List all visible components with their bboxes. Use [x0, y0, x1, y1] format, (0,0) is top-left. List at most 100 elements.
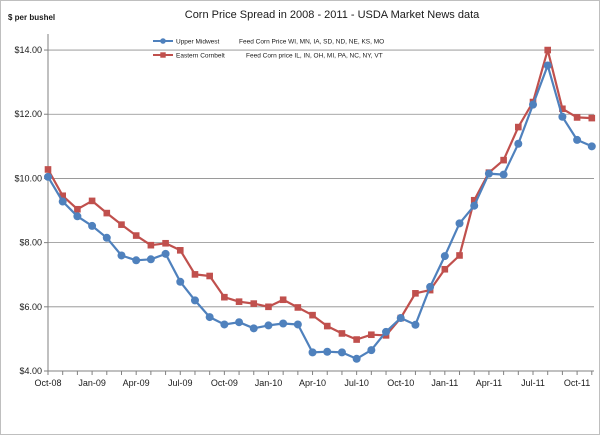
y-tick-label: $12.00 [14, 109, 42, 119]
data-point-upper-midwest [323, 347, 332, 356]
data-point-upper-midwest [58, 197, 67, 206]
data-point-eastern-cornbelt [441, 265, 449, 273]
x-tick-label: Jan-09 [78, 378, 106, 388]
data-point-eastern-cornbelt [456, 252, 463, 259]
data-point-eastern-cornbelt [368, 331, 375, 339]
x-tick-label: Jul-10 [344, 378, 369, 388]
y-tick-label: $14.00 [14, 45, 42, 55]
x-tick-label: Apr-11 [476, 378, 502, 388]
x-tick-label: Jan-11 [431, 378, 458, 388]
data-point-eastern-cornbelt [470, 196, 478, 204]
data-point-upper-midwest [308, 348, 317, 357]
y-axis-label: $ per bushel [8, 13, 55, 22]
data-point-upper-midwest [220, 320, 229, 329]
data-point-upper-midwest [514, 139, 523, 148]
data-point-upper-midwest [132, 256, 141, 265]
data-point-upper-midwest [426, 282, 435, 291]
data-point-upper-midwest [573, 135, 582, 144]
data-point-eastern-cornbelt [412, 290, 419, 297]
data-point-eastern-cornbelt [191, 271, 199, 278]
data-point-eastern-cornbelt [118, 221, 125, 228]
data-point-upper-midwest [264, 321, 273, 330]
legend-label-eastern-cornbelt: Eastern Cornbelt [176, 53, 225, 60]
x-tick-label: Oct-10 [387, 378, 414, 388]
series-lines [44, 46, 596, 363]
axes: $4.00 $6.00 $8.00 $10.00 $12.00 $14.00 Oct-08 J… [14, 34, 594, 388]
x-tick-label: Oct-08 [34, 378, 61, 388]
data-point-upper-midwest [484, 169, 493, 178]
y-tick-label: $8.00 [19, 238, 42, 248]
data-point-eastern-cornbelt [265, 303, 272, 311]
legend: Upper Midwest Feed Corn Price WI, MN, IA… [153, 38, 384, 60]
data-point-upper-midwest [117, 251, 126, 260]
y-tick-label: $4.00 [19, 366, 42, 376]
data-point-eastern-cornbelt [206, 272, 213, 280]
data-point-eastern-cornbelt [88, 197, 96, 205]
data-point-eastern-cornbelt [544, 46, 552, 54]
data-point-eastern-cornbelt [309, 311, 316, 319]
data-point-upper-midwest [337, 348, 346, 357]
data-point-upper-midwest [161, 249, 170, 258]
x-tick-label: Jan-10 [255, 378, 283, 388]
data-point-eastern-cornbelt [279, 296, 287, 304]
x-tick-label: Apr-09 [123, 378, 150, 388]
x-tick-label: Jul-11 [521, 378, 545, 388]
data-point-eastern-cornbelt [103, 209, 111, 217]
data-point-upper-midwest [293, 320, 302, 329]
data-point-eastern-cornbelt [176, 247, 184, 254]
data-point-upper-midwest [367, 346, 376, 355]
data-point-upper-midwest [205, 313, 214, 322]
data-point-eastern-cornbelt [74, 205, 81, 213]
legend-detail-eastern-cornbelt: Feed Corn price IL, IN, OH, MI, PA, NC, … [246, 53, 383, 60]
data-point-upper-midwest [587, 142, 596, 151]
data-point-eastern-cornbelt [323, 322, 331, 330]
y-tick-label: $6.00 [19, 302, 42, 312]
legend-label-upper-midwest: Upper Midwest [176, 39, 220, 46]
data-point-eastern-cornbelt [500, 156, 507, 164]
data-point-upper-midwest [146, 255, 155, 264]
chart-title: Corn Price Spread in 2008 - 2011 - USDA … [185, 9, 480, 21]
data-point-upper-midwest [470, 201, 479, 210]
data-point-eastern-cornbelt [588, 114, 596, 122]
x-tick-label: Oct-11 [564, 378, 590, 388]
data-point-upper-midwest [44, 172, 52, 181]
data-point-upper-midwest [440, 252, 449, 261]
data-point-eastern-cornbelt [515, 123, 522, 131]
data-point-eastern-cornbelt [59, 192, 66, 200]
data-point-upper-midwest [176, 277, 185, 286]
x-tick-label: Oct-09 [211, 378, 238, 388]
data-point-upper-midwest [499, 170, 508, 179]
data-point-upper-midwest [88, 221, 97, 230]
data-point-eastern-cornbelt [338, 330, 346, 337]
data-point-eastern-cornbelt [162, 239, 169, 247]
data-point-eastern-cornbelt [132, 232, 140, 239]
data-point-upper-midwest [382, 327, 391, 336]
legend-marker-eastern-cornbelt [160, 52, 166, 58]
y-tick-label: $10.00 [14, 173, 42, 183]
data-point-eastern-cornbelt [573, 114, 581, 121]
legend-marker-upper-midwest [160, 38, 166, 44]
data-point-upper-midwest [543, 61, 552, 70]
data-point-upper-midwest [396, 314, 405, 323]
data-point-eastern-cornbelt [147, 241, 155, 249]
data-point-upper-midwest [529, 100, 538, 109]
data-point-upper-midwest [73, 212, 82, 221]
data-point-upper-midwest [558, 112, 567, 121]
data-point-upper-midwest [190, 296, 199, 305]
x-tick-label: Jul-09 [168, 378, 193, 388]
data-point-upper-midwest [455, 219, 464, 228]
data-point-eastern-cornbelt [353, 336, 360, 343]
gridlines [48, 49, 594, 308]
data-point-upper-midwest [102, 233, 111, 242]
legend-detail-upper-midwest: Feed Corn Price WI, MN, IA, SD, ND, NE, … [239, 39, 384, 46]
data-point-upper-midwest [279, 319, 288, 328]
data-point-upper-midwest [235, 318, 244, 327]
data-point-eastern-cornbelt [559, 105, 566, 113]
data-point-eastern-cornbelt [44, 166, 52, 173]
data-point-eastern-cornbelt [294, 304, 302, 311]
data-point-eastern-cornbelt [235, 298, 243, 305]
data-point-eastern-cornbelt [250, 300, 258, 307]
